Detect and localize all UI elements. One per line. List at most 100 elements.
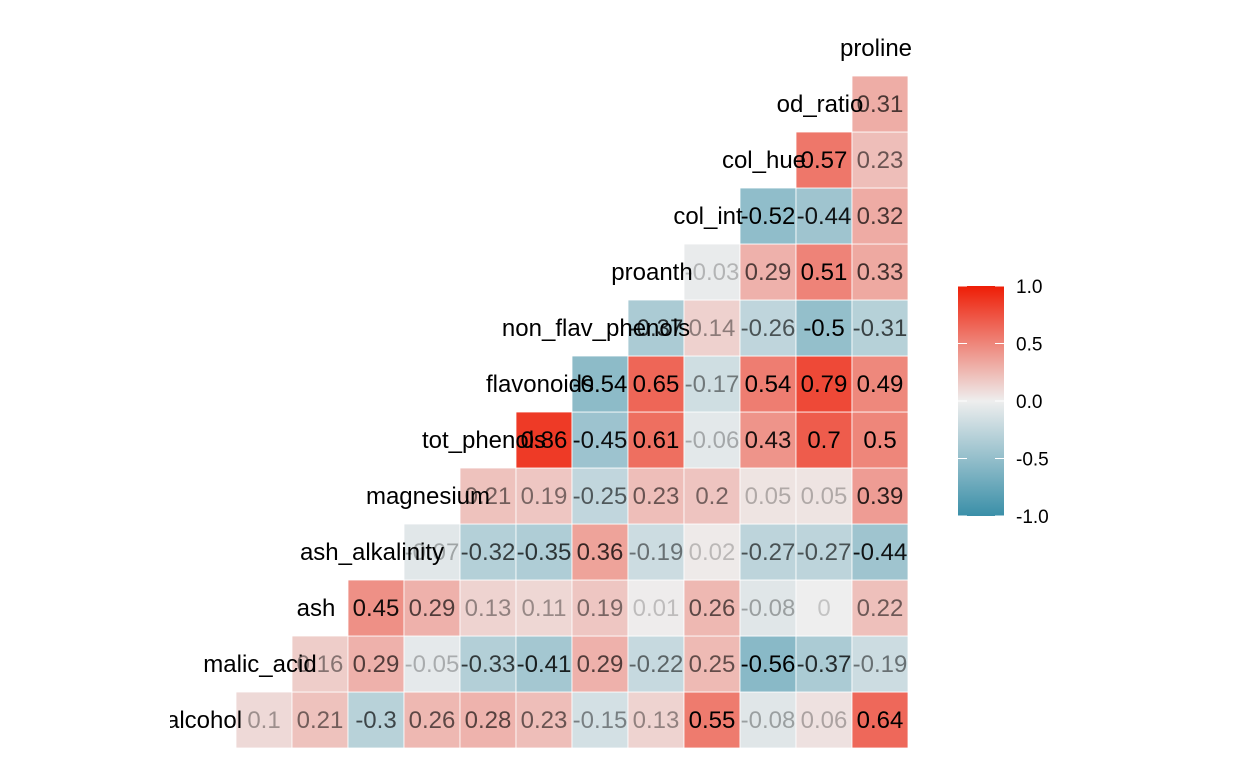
heatmap-cell-tot_phenols-proanth: 0.61 [627, 411, 685, 469]
heatmap-tile [851, 75, 909, 133]
heatmap-cell-magnesium-flavonoids: 0.19 [515, 467, 573, 525]
heatmap-tile [739, 299, 797, 357]
heatmap-cell-flavonoids-non_flav_phenols: -0.54 [571, 355, 629, 413]
heatmap-cell-proanth-col_int: -0.03 [683, 243, 741, 301]
cell-value-label: 0.22 [857, 595, 904, 622]
heatmap-tile [851, 243, 909, 301]
heatmap-tile [459, 467, 517, 525]
heatmap-cell-od_ratio-proline: 0.31 [851, 75, 909, 133]
cell-value-label: 0.23 [633, 483, 680, 510]
cell-value-label: 0.65 [633, 371, 680, 398]
heatmap-cell-non_flav_phenols-od_ratio: -0.5 [795, 299, 853, 357]
cell-value-label: 0.29 [577, 651, 624, 678]
legend-tick-label: 1.0 [1016, 277, 1042, 298]
variable-label-od_ratio: od_ratio [777, 91, 864, 118]
cell-value-label: 0.23 [521, 707, 568, 734]
heatmap-cell-magnesium-col_hue: 0.05 [739, 467, 797, 525]
heatmap-cell-alcohol-proanth: 0.13 [627, 691, 685, 749]
heatmap-tile [627, 411, 685, 469]
cell-value-label: -0.25 [573, 483, 628, 510]
heatmap-tile [571, 523, 629, 581]
heatmap-tile [739, 691, 797, 749]
cell-value-label: 0.39 [857, 483, 904, 510]
cell-value-label: 0.01 [633, 595, 680, 622]
heatmap-tile [627, 523, 685, 581]
cell-value-label: -0.15 [573, 707, 628, 734]
heatmap-cell-magnesium-non_flav_phenols: -0.25 [571, 467, 629, 525]
heatmap-tile [739, 523, 797, 581]
cell-value-label: 0.49 [857, 371, 904, 398]
heatmap-tile [291, 691, 349, 749]
heatmap-cell-malic_acid-col_hue: -0.56 [739, 635, 797, 693]
cell-value-label: 0.21 [465, 483, 512, 510]
cell-value-label: 0.79 [801, 371, 848, 398]
heatmap-cell-col_int-proline: 0.32 [851, 187, 909, 245]
heatmap-tile [235, 691, 293, 749]
cell-value-label: 0.05 [745, 483, 792, 510]
cell-value-label: 0.1 [247, 707, 280, 734]
variable-label-non_flav_phenols: non_flav_phenols [502, 315, 690, 342]
cell-value-label: -0.37 [797, 651, 852, 678]
cell-value-label: 0.05 [801, 483, 848, 510]
heatmap-tile [347, 579, 405, 637]
heatmap-tile [851, 635, 909, 693]
heatmap-tile [403, 635, 461, 693]
heatmap-cell-alcohol-col_hue: -0.08 [739, 691, 797, 749]
cell-value-label: 0.31 [857, 91, 904, 118]
heatmap-tile [515, 467, 573, 525]
heatmap-cell-magnesium-proanth: 0.23 [627, 467, 685, 525]
heatmap-cell-ash_alkalinity-proline: -0.44 [851, 523, 909, 581]
heatmap-cell-ash-col_hue: -0.08 [739, 579, 797, 637]
cell-value-label: -0.19 [629, 539, 684, 566]
heatmap-cell-tot_phenols-non_flav_phenols: -0.45 [571, 411, 629, 469]
heatmap-tile [683, 467, 741, 525]
variable-label-flavonoids: flavonoids [486, 371, 594, 398]
cell-value-label: -0.44 [797, 203, 852, 230]
cell-value-label: 0.14 [689, 315, 736, 342]
cell-value-label: -0.44 [853, 539, 908, 566]
cell-value-label: 0.26 [409, 707, 456, 734]
heatmap-tile [291, 635, 349, 693]
heatmap-tile [571, 635, 629, 693]
heatmap-cell-malic_acid-ash_alkalinity: 0.29 [347, 635, 405, 693]
heatmap-tile [851, 187, 909, 245]
variable-label-ash: ash [297, 595, 336, 622]
heatmap-tile [739, 243, 797, 301]
heatmap-cell-ash_alkalinity-od_ratio: -0.27 [795, 523, 853, 581]
heatmap-cell-magnesium-col_int: 0.2 [683, 467, 741, 525]
heatmap-tile [851, 579, 909, 637]
cell-value-label: 0.29 [353, 651, 400, 678]
heatmap-tile [683, 635, 741, 693]
heatmap-tile [459, 579, 517, 637]
heatmap-tile [571, 411, 629, 469]
heatmap-cell-non_flav_phenols-proanth: -0.37 [627, 299, 685, 357]
cell-value-label: -0.35 [517, 539, 572, 566]
heatmap-cell-ash-col_int: 0.26 [683, 579, 741, 637]
cell-value-label: 0.28 [465, 707, 512, 734]
heatmap-cell-col_hue-proline: 0.23 [851, 131, 909, 189]
legend-tick-label: 0.5 [1016, 335, 1042, 356]
cell-value-label: 0.16 [297, 651, 344, 678]
cell-value-label: 0 [817, 595, 830, 622]
heatmap-cell-alcohol-magnesium: 0.26 [403, 691, 461, 749]
heatmap-cell-tot_phenols-flavonoids: 0.86 [515, 411, 573, 469]
cell-value-label: 0.45 [353, 595, 400, 622]
heatmap-cell-malic_acid-tot_phenols: -0.33 [459, 635, 517, 693]
heatmap-tile [683, 411, 741, 469]
cell-value-label: 0.19 [521, 483, 568, 510]
cell-value-label: -0.26 [741, 315, 796, 342]
heatmap-cells: 0.1 0.21 -0.3 0.26 0.28 0.23 -0.15 0.13 0.55 -0.0… [235, 75, 909, 749]
heatmap-cell-col_hue-od_ratio: 0.57 [795, 131, 853, 189]
variable-label-proline: proline [840, 35, 912, 62]
heatmap-tile [515, 411, 573, 469]
heatmap-cell-flavonoids-proanth: 0.65 [627, 355, 685, 413]
heatmap-tile [459, 691, 517, 749]
legend-tick-label: 0.0 [1016, 392, 1042, 413]
heatmap-tile [571, 355, 629, 413]
cell-value-label: -0.07 [405, 539, 460, 566]
legend-tick-label: -0.5 [1016, 450, 1049, 471]
cell-value-label: 0.11 [522, 595, 567, 622]
variable-labels: alcohol malic_acid ash ash_alkalinity magnes… [170, 35, 912, 734]
heatmap-tile [739, 355, 797, 413]
cell-value-label: 0.55 [689, 707, 736, 734]
